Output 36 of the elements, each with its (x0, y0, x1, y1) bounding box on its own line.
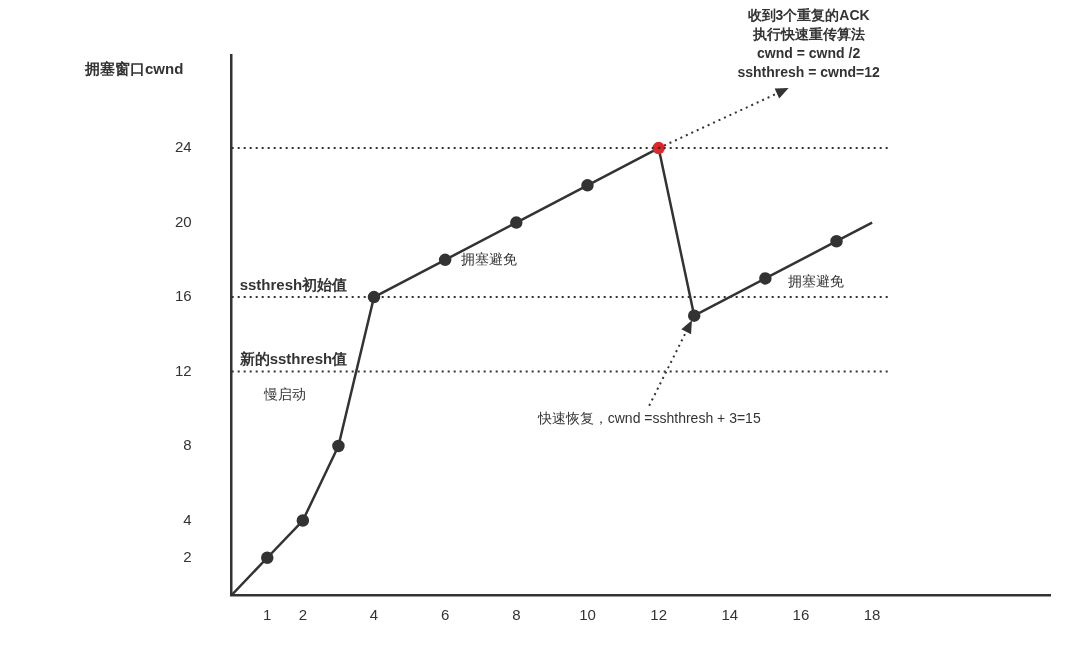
x-tick-label: 12 (650, 606, 667, 624)
y-tick-label: 20 (175, 212, 192, 230)
x-tick-label: 4 (369, 606, 379, 624)
x-tick-label: 16 (792, 606, 810, 624)
y-tick-label: 8 (183, 436, 192, 454)
annotation: 拥塞避免 (460, 251, 517, 268)
y-axis-title: 拥塞窗口cwnd (84, 60, 184, 78)
x-tick-label: 10 (579, 606, 596, 624)
y-tick-label: 2 (183, 547, 192, 565)
x-tick-label: 14 (721, 606, 739, 624)
point (581, 179, 594, 192)
point (652, 141, 665, 155)
point (759, 272, 772, 285)
x-tick-label: 2 (298, 606, 308, 624)
x-tick-label: 18 (863, 606, 881, 624)
ref-line-label: 新的ssthresh值 (238, 350, 348, 368)
y-tick-label: 24 (175, 138, 192, 156)
x-tick-label: 6 (440, 606, 450, 624)
point (438, 253, 452, 267)
y-tick-label: 12 (175, 361, 192, 379)
ref-line-label: ssthresh初始值 (239, 275, 348, 293)
point (296, 514, 310, 527)
x-tick-label: 1 (263, 606, 272, 624)
point (367, 290, 381, 304)
point (687, 309, 701, 322)
annotation: 快速恢复，cwnd =sshthresh + 3=15 (536, 409, 761, 426)
annotation: 收到3个重复的ACK 执行快速重传算法 cwnd = cwnd /2 sshthresh = cwnd=12 (737, 6, 881, 80)
annotation: 慢启动 (263, 386, 307, 403)
x-tick-label: 8 (512, 606, 521, 624)
annotation: 拥塞避免 (788, 272, 845, 289)
point (261, 551, 274, 565)
point (510, 216, 523, 229)
y-tick-label: 16 (175, 287, 192, 305)
y-tick-label: 4 (183, 510, 192, 528)
point (830, 234, 843, 248)
point (332, 439, 345, 453)
